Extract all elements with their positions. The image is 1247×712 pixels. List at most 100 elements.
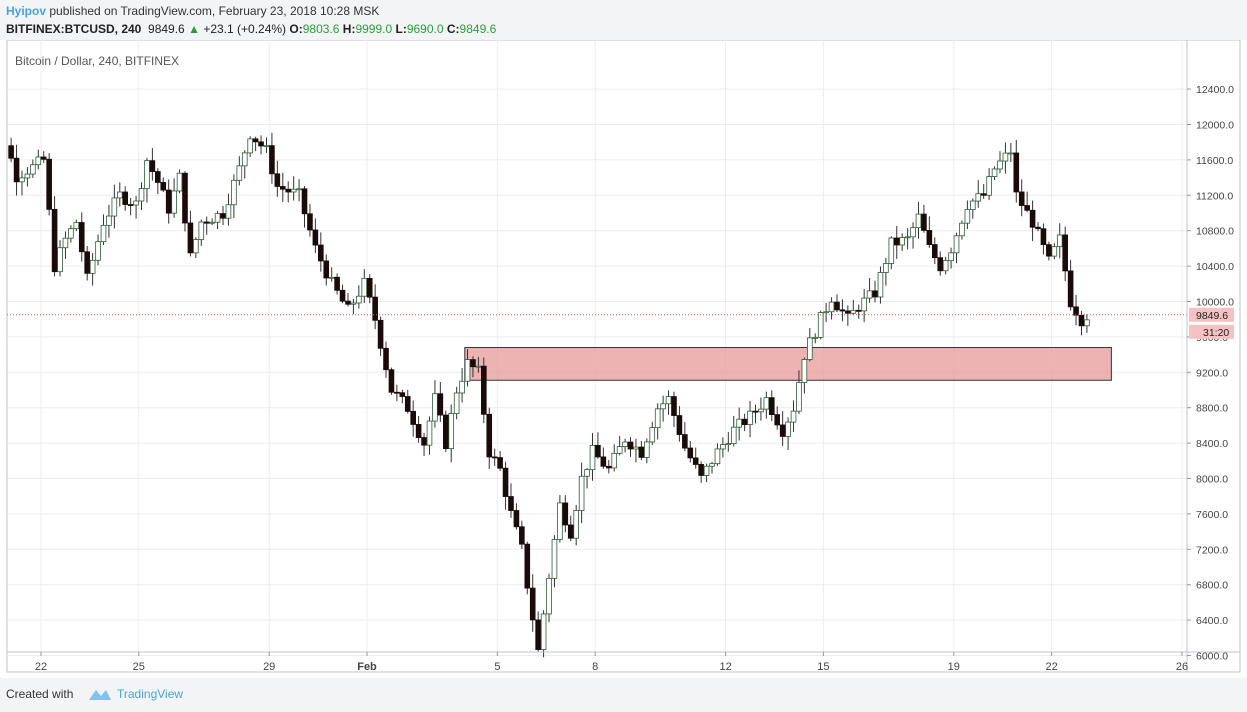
candle-up [790,410,797,423]
candle-up [660,403,666,410]
y-tick-label: 7600.0 [1196,509,1228,521]
candle-down [562,502,569,526]
candle-up [111,197,118,217]
candle-down [155,171,161,183]
candle-down [399,392,406,397]
candle-up [546,577,552,615]
candle-down [692,457,699,465]
candle-up [68,228,74,239]
candle-down [567,524,574,539]
candle-down [676,415,683,435]
candle-up [578,475,585,511]
candle-up [970,200,976,210]
candle-down [421,437,427,446]
candle-down [258,141,264,147]
tradingview-link[interactable]: TradingView [117,687,184,701]
candle-up [171,190,177,214]
candle-up [964,209,971,224]
resistance-zone[interactable] [464,347,1112,381]
candle-up [225,204,232,219]
x-tick-label: 8 [592,661,598,673]
countdown-badge [1189,324,1234,339]
candle-up [247,138,253,154]
x-tick-label: 22 [1045,661,1057,673]
candle-down [470,359,476,368]
candle-down [937,257,944,272]
candle-up [144,160,150,189]
tradingview-logo-icon[interactable] [88,686,112,702]
footer: Created with TradingView [0,678,1247,712]
candle-down [893,237,900,246]
countdown-badge-text: 31:20 [1203,327,1229,339]
candle-down [285,188,292,193]
candle-down [1024,205,1030,211]
candle-up [1084,319,1090,327]
candle-down [845,310,851,314]
candle-up [817,312,824,338]
candle-down [160,182,167,191]
time-axis[interactable]: 22 25 29 Feb 5 8 12 15 19 22 26 [35,652,1188,673]
y-tick-label: 6000.0 [1196,651,1228,663]
candle-up [57,247,63,273]
candle-up [758,408,764,413]
candle-down [165,189,172,214]
candle-up [573,510,579,539]
candle-up [991,168,998,177]
candle-down [508,496,514,511]
candle-up [30,164,36,175]
x-tick-label: 5 [494,661,500,673]
y-tick-label: 12400.0 [1196,84,1234,96]
y-tick-label: 11600.0 [1196,155,1233,167]
candle-down [307,213,313,231]
candle-down [78,222,85,253]
author-name[interactable]: Hyipov [6,4,47,18]
candle-up [654,408,661,428]
x-tick-label: 25 [133,661,145,673]
candle-down [274,173,281,187]
candle-up [138,188,145,202]
publish-info: Hyipov published on TradingView.com, Feb… [6,4,379,18]
candle-up [807,337,813,360]
candle-up [823,311,829,314]
candle-down [774,414,781,426]
candle-up [616,446,623,454]
price-axis[interactable]: 12400.0 12000.0 11600.0 11200.0 10800.0 10400… [1187,84,1234,678]
candle-down [502,467,509,497]
candle-up [1056,234,1063,248]
candle-up [448,413,455,449]
candle-up [975,193,982,202]
symbol-label[interactable]: BITFINEX:BTCUSD, 240 [6,22,142,36]
candle-down [1029,209,1036,228]
candle-up [649,427,656,443]
high-label: H: [342,22,356,36]
y-tick-label: 10800.0 [1196,226,1234,238]
candle-down [345,300,351,305]
candle-down [182,172,188,224]
candle-up [953,235,960,254]
candle-up [426,420,433,446]
candle-down [926,230,933,245]
candle-down [127,204,134,206]
last-price-badge-text: 9849.6 [1196,310,1228,322]
candle-up [589,444,596,471]
price-chart[interactable]: 12400.0 12000.0 11600.0 11200.0 10800.0 10400… [0,40,1247,678]
zone-rect[interactable] [464,347,1112,381]
y-tick-label: 9200.0 [1196,367,1228,379]
candle-down [1062,234,1068,272]
high-value: 9999.0 [355,22,393,36]
y-tick-label: 7200.0 [1196,544,1228,556]
candle-up [1051,246,1058,257]
candle-up [959,222,965,237]
candle-up [997,160,1003,170]
x-tick-label: 19 [948,661,960,673]
candle-down [682,434,688,449]
last-price-badge [1189,307,1234,322]
y-tick-label: 8000.0 [1196,474,1228,486]
candle-up [796,382,802,412]
candle-up [24,173,31,179]
candle-up [828,301,835,313]
candle-up [915,213,922,229]
candle-up [763,397,770,410]
candle-down [312,229,319,246]
candle-up [116,191,123,199]
